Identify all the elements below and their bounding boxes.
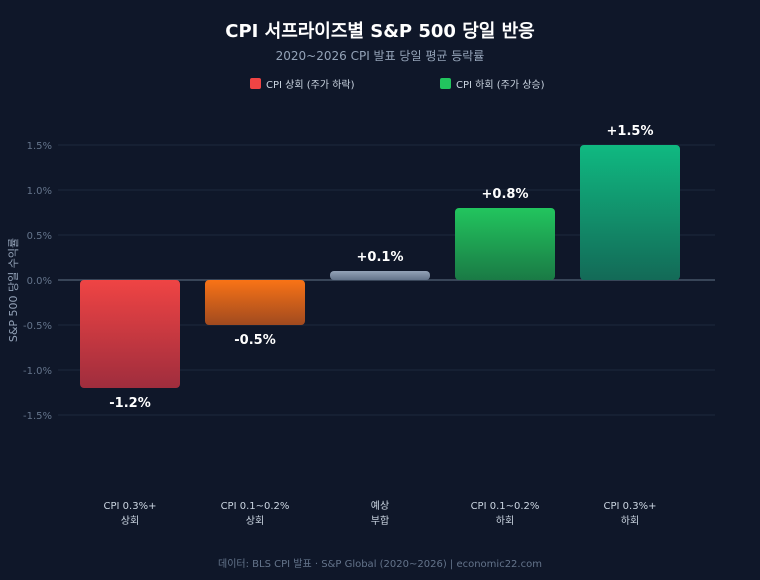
y-tick-label: 0.5% <box>27 231 52 242</box>
bar <box>455 208 555 280</box>
bar <box>580 145 680 280</box>
bar <box>205 280 305 325</box>
chart-subtitle: 2020~2026 CPI 발표 당일 평균 등락률 <box>276 49 485 63</box>
legend-swatch-down <box>440 78 451 89</box>
x-tick-label: CPI 0.3%+ <box>104 501 157 512</box>
legend-label-up: CPI 상회 (주가 하락) <box>266 78 355 91</box>
value-label: +0.1% <box>357 250 404 265</box>
x-tick-label: CPI 0.3%+ <box>604 501 657 512</box>
value-labels: -1.2% -0.5% +0.1% +0.8% +1.5% <box>109 124 653 411</box>
x-tick-label: CPI 0.1~0.2% <box>471 501 540 512</box>
y-tick-label: 1.5% <box>27 141 52 152</box>
value-label: -1.2% <box>109 396 150 411</box>
bars <box>80 145 680 388</box>
footer-source: 데이터: BLS CPI 발표 · S&P Global (2020~2026)… <box>218 558 542 570</box>
legend-label-down: CPI 하회 (주가 상승) <box>456 78 545 91</box>
x-tick-label: 부합 <box>371 515 389 527</box>
bar <box>330 271 430 280</box>
legend-swatch-up <box>250 78 261 89</box>
x-tick-label: CPI 0.1~0.2% <box>221 501 290 512</box>
y-tick-label: -1.5% <box>23 411 52 422</box>
value-label: +0.8% <box>482 187 529 202</box>
bar <box>80 280 180 388</box>
legend: CPI 상회 (주가 하락) CPI 하회 (주가 상승) <box>250 78 545 91</box>
y-tick-label: -0.5% <box>23 321 52 332</box>
y-tick-label: 1.0% <box>27 186 52 197</box>
value-label: -0.5% <box>234 333 275 348</box>
y-tick-label: 0.0% <box>27 276 52 287</box>
x-tick-label: 하회 <box>496 514 514 527</box>
x-tick-label: 상회 <box>246 515 264 527</box>
y-axis-ticks: 1.5% 1.0% 0.5% 0.0% -0.5% -1.0% -1.5% <box>23 141 52 422</box>
y-tick-label: -1.0% <box>23 366 52 377</box>
y-axis-label: S&P 500 당일 수익률 <box>6 238 20 342</box>
x-tick-label: 상회 <box>121 515 139 527</box>
chart-title: CPI 서프라이즈별 S&P 500 당일 반응 <box>225 21 534 42</box>
x-tick-label: 예상 <box>371 500 389 512</box>
x-tick-label: 하회 <box>621 514 639 527</box>
value-label: +1.5% <box>607 124 654 139</box>
